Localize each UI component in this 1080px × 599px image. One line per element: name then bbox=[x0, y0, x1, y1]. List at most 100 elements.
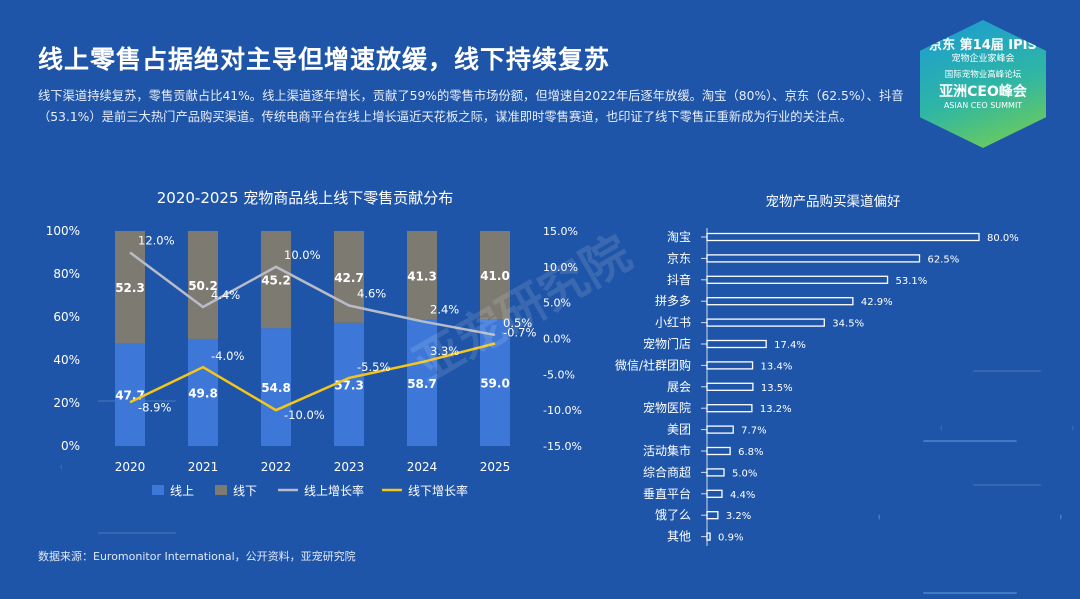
hbar-category: 宠物门店 bbox=[643, 336, 691, 351]
bar-online-2021 bbox=[188, 338, 218, 446]
hbar-value: 13.5% bbox=[761, 383, 793, 394]
x-tick-2025: 2025 bbox=[480, 460, 511, 474]
page-title: 线上零售占据绝对主导但增速放缓，线下持续复苏 bbox=[38, 45, 611, 74]
line-label: 2.4% bbox=[430, 302, 459, 316]
bar-online-2024 bbox=[407, 319, 437, 446]
right-axis-tick: 15.0% bbox=[543, 225, 578, 238]
hbar-category: 活动集市 bbox=[643, 443, 691, 458]
hbar-其他 bbox=[706, 532, 711, 541]
hbar-抖音 bbox=[706, 275, 889, 284]
x-tick-2021: 2021 bbox=[188, 460, 219, 474]
bar-label-online: 49.8 bbox=[188, 386, 218, 400]
line-label: 0.5% bbox=[503, 316, 532, 330]
hbar-淘宝 bbox=[706, 232, 980, 242]
bar-label-offline: 41.0 bbox=[480, 269, 510, 283]
badge-line1: 京东 第14届 IPIS bbox=[929, 38, 1037, 53]
badge-line4: 亚洲CEO峰会 bbox=[939, 84, 1027, 100]
legend-label-online-growth: 线上增长率 bbox=[304, 483, 364, 498]
hbar-京东 bbox=[706, 254, 921, 263]
bg-hexagon-bottom-right bbox=[878, 440, 1062, 594]
hbar-category: 美团 bbox=[667, 423, 691, 437]
right-axis-tick: -5.0% bbox=[543, 368, 575, 381]
hbar-美团 bbox=[706, 425, 734, 434]
left-axis-tick: 0% bbox=[61, 439, 80, 453]
line-label: -0.7% bbox=[503, 326, 536, 340]
hbar-value: 17.4% bbox=[774, 340, 806, 351]
hbar-value: 6.8% bbox=[738, 447, 763, 458]
chart1-title: 2020-2025 宠物商品线上线下零售贡献分布 bbox=[157, 189, 454, 207]
hbar-value: 42.9% bbox=[861, 297, 893, 308]
bar-offline-2022 bbox=[261, 231, 291, 329]
hbar-综合商超 bbox=[706, 468, 725, 477]
hbar-value: 3.2% bbox=[726, 511, 751, 522]
hbar-category: 展会 bbox=[667, 380, 691, 394]
line-label: -4.0% bbox=[211, 349, 244, 363]
x-tick-2020: 2020 bbox=[115, 460, 146, 474]
hbar-category: 宠物医院 bbox=[643, 400, 691, 415]
hbar-宠物医院 bbox=[706, 404, 753, 413]
legend-label-offline: 线下 bbox=[233, 484, 257, 498]
left-axis-tick: 60% bbox=[53, 310, 80, 324]
x-tick-2024: 2024 bbox=[407, 460, 438, 474]
hbar-value: 13.2% bbox=[760, 404, 792, 415]
bar-label-online: 54.8 bbox=[261, 381, 291, 395]
hbar-category: 其他 bbox=[667, 530, 691, 544]
bg-hexagon-right bbox=[940, 370, 1074, 486]
line-online-growth bbox=[129, 251, 496, 337]
hbar-category: 微信/社群团购 bbox=[615, 357, 691, 372]
legend-swatch-offline bbox=[215, 485, 227, 495]
line-label: 10.0% bbox=[284, 248, 321, 262]
hbar-value: 7.7% bbox=[741, 426, 766, 437]
legend-swatch-online bbox=[152, 485, 164, 495]
hbar-value: 13.4% bbox=[761, 361, 793, 372]
hbar-宠物门店 bbox=[706, 339, 767, 349]
hbar-value: 4.4% bbox=[730, 490, 755, 501]
bar-online-2020 bbox=[115, 343, 145, 446]
bar-label-offline: 41.3 bbox=[407, 269, 437, 283]
bar-label-offline: 52.3 bbox=[115, 281, 145, 295]
hbar-category: 拼多多 bbox=[655, 294, 691, 308]
chart2-title: 宠物产品购买渠道偏好 bbox=[766, 194, 901, 210]
hbar-value: 0.9% bbox=[718, 533, 743, 544]
bar-online-2022 bbox=[261, 328, 291, 446]
bar-label-online: 58.7 bbox=[407, 377, 437, 391]
hbar-展会 bbox=[706, 382, 754, 391]
line-label: 4.4% bbox=[211, 288, 240, 302]
bar-label-offline: 45.2 bbox=[261, 274, 291, 288]
bar-offline-2024 bbox=[407, 231, 437, 320]
bar-online-2025 bbox=[480, 319, 510, 446]
page-description: 线下渠道持续复苏，零售贡献占比41%。线上渠道逐年增长，贡献了59%的零售市场份… bbox=[38, 89, 904, 124]
hbar-饿了么 bbox=[706, 511, 719, 520]
bar-online-2023 bbox=[334, 322, 364, 446]
right-axis-tick: 0.0% bbox=[543, 333, 571, 346]
hbar-垂直平台 bbox=[706, 489, 723, 498]
hbar-拼多多 bbox=[706, 297, 854, 306]
bar-label-offline: 42.7 bbox=[334, 271, 364, 285]
line-label: -5.5% bbox=[357, 360, 390, 374]
hbar-category: 综合商超 bbox=[643, 464, 691, 479]
right-axis-tick: -15.0% bbox=[543, 440, 582, 453]
left-axis-tick: 80% bbox=[53, 267, 80, 281]
right-axis-tick: 5.0% bbox=[543, 297, 571, 310]
left-axis-tick: 20% bbox=[53, 396, 80, 410]
line-label: 3.3% bbox=[430, 344, 459, 358]
left-axis-tick: 100% bbox=[46, 224, 80, 238]
summit-badge: 京东 第14届 IPIS 宠物企业家峰会 国际宠物业高峰论坛 亚洲CEO峰会 A… bbox=[920, 20, 1046, 148]
line-label: 4.6% bbox=[357, 287, 386, 301]
hbar-小红书 bbox=[706, 318, 825, 327]
hbar-微信/社群团购 bbox=[706, 361, 754, 370]
line-label: 12.0% bbox=[138, 234, 175, 248]
legend-label-offline-growth: 线下增长率 bbox=[408, 483, 468, 498]
hbar-value: 80.0% bbox=[987, 233, 1019, 244]
badge-line3: 国际宠物业高峰论坛 bbox=[944, 70, 1022, 80]
hbar-category: 饿了么 bbox=[655, 508, 691, 522]
hbar-category: 小红书 bbox=[655, 315, 691, 330]
badge-line2: 宠物企业家峰会 bbox=[951, 54, 1015, 64]
line-label: -10.0% bbox=[284, 408, 325, 422]
hbar-value: 34.5% bbox=[832, 319, 864, 330]
bar-offline-2025 bbox=[480, 231, 510, 320]
legend-label-online: 线上 bbox=[170, 484, 194, 498]
bar-offline-2021 bbox=[188, 231, 218, 339]
hbar-category: 京东 bbox=[667, 251, 691, 265]
